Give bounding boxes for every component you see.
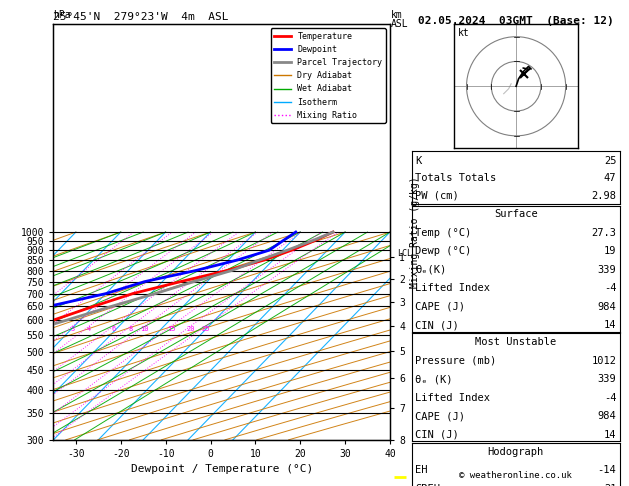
Text: Most Unstable: Most Unstable: [475, 337, 557, 347]
Text: 25: 25: [604, 156, 616, 166]
Text: 2.98: 2.98: [591, 191, 616, 201]
Text: Lifted Index: Lifted Index: [415, 393, 490, 403]
Text: 02.05.2024  03GMT  (Base: 12): 02.05.2024 03GMT (Base: 12): [418, 16, 614, 26]
Text: Totals Totals: Totals Totals: [415, 173, 496, 183]
Text: SREH: SREH: [415, 484, 440, 486]
Text: K: K: [415, 156, 421, 166]
Text: Lifted Index: Lifted Index: [415, 283, 490, 294]
Text: 4: 4: [87, 326, 91, 332]
Text: 10: 10: [141, 326, 149, 332]
Text: 984: 984: [598, 411, 616, 421]
Text: 6: 6: [111, 326, 115, 332]
Text: 20: 20: [186, 326, 195, 332]
Text: 14: 14: [604, 320, 616, 330]
Text: 47: 47: [604, 173, 616, 183]
Text: Pressure (mb): Pressure (mb): [415, 356, 496, 366]
Text: 1012: 1012: [591, 356, 616, 366]
Y-axis label: Mixing Ratio (g/kg): Mixing Ratio (g/kg): [411, 176, 420, 288]
Text: 19: 19: [604, 246, 616, 257]
Text: CIN (J): CIN (J): [415, 430, 459, 440]
Text: 339: 339: [598, 374, 616, 384]
Text: 3: 3: [70, 326, 75, 332]
Text: 25°45'N  279°23'W  4m  ASL: 25°45'N 279°23'W 4m ASL: [53, 12, 229, 22]
Text: kt: kt: [458, 28, 470, 38]
Text: CAPE (J): CAPE (J): [415, 411, 465, 421]
Text: km: km: [391, 10, 403, 20]
Text: 21: 21: [604, 484, 616, 486]
Text: CAPE (J): CAPE (J): [415, 302, 465, 312]
Text: EH: EH: [415, 465, 428, 475]
Text: -4: -4: [604, 283, 616, 294]
Text: 25: 25: [202, 326, 210, 332]
Text: LCL: LCL: [397, 249, 412, 258]
Text: 339: 339: [598, 265, 616, 275]
Text: Temp (°C): Temp (°C): [415, 228, 471, 238]
Text: 15: 15: [167, 326, 175, 332]
Text: 14: 14: [604, 430, 616, 440]
Text: Dewp (°C): Dewp (°C): [415, 246, 471, 257]
Text: θₑ (K): θₑ (K): [415, 374, 453, 384]
Text: -14: -14: [598, 465, 616, 475]
Text: Hodograph: Hodograph: [487, 447, 544, 457]
Text: © weatheronline.co.uk: © weatheronline.co.uk: [459, 471, 572, 480]
X-axis label: Dewpoint / Temperature (°C): Dewpoint / Temperature (°C): [131, 465, 313, 474]
Text: PW (cm): PW (cm): [415, 191, 459, 201]
Text: 8: 8: [129, 326, 133, 332]
Text: Surface: Surface: [494, 209, 538, 220]
Text: 27.3: 27.3: [591, 228, 616, 238]
Legend: Temperature, Dewpoint, Parcel Trajectory, Dry Adiabat, Wet Adiabat, Isotherm, Mi: Temperature, Dewpoint, Parcel Trajectory…: [271, 29, 386, 123]
Text: hPa: hPa: [53, 10, 71, 20]
Text: -4: -4: [604, 393, 616, 403]
Text: θₑ(K): θₑ(K): [415, 265, 447, 275]
Text: 984: 984: [598, 302, 616, 312]
Text: CIN (J): CIN (J): [415, 320, 459, 330]
Text: ASL: ASL: [391, 19, 408, 29]
